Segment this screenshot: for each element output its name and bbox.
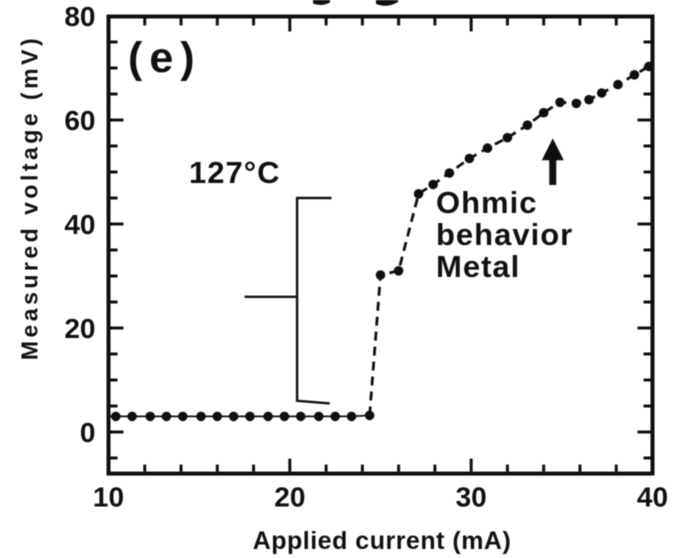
x-tick-label: 20 — [274, 482, 305, 513]
data-point — [502, 132, 513, 143]
y-tick-label: 80 — [64, 1, 95, 32]
data-point — [178, 411, 188, 422]
scan-artifact-1 — [313, 0, 330, 6]
temperature-annotation: 127°C — [189, 155, 281, 190]
data-point — [444, 168, 455, 178]
jump-brace — [244, 196, 332, 405]
ohmic-behavior-annotation: Ohmic behavior Metal — [436, 187, 573, 283]
y-tick-label: 60 — [64, 105, 95, 136]
y-axis-title: Measured voltage (mV) — [16, 34, 43, 361]
data-point — [161, 411, 172, 422]
data-point — [464, 153, 475, 164]
data-point — [555, 97, 565, 108]
data-point — [596, 88, 607, 98]
data-point — [346, 411, 357, 422]
x-axis-title: Applied current (mA) — [252, 527, 512, 555]
data-point — [212, 411, 223, 422]
data-point — [295, 411, 306, 422]
data-point — [538, 107, 549, 118]
data-point — [279, 411, 290, 422]
data-point — [393, 266, 404, 276]
x-tick-label: 10 — [93, 482, 124, 513]
tick-labels: 10 20 30 40 0 20 40 60 80 — [64, 1, 668, 513]
up-arrow-head — [541, 138, 564, 161]
data-point — [127, 411, 137, 422]
data-point — [196, 411, 206, 422]
axis-ticks — [107, 18, 654, 472]
data-point — [522, 120, 533, 130]
data-point — [245, 411, 255, 422]
y-tick-label: 20 — [64, 313, 95, 344]
data-point — [111, 411, 121, 422]
data-point — [428, 179, 438, 190]
annotation-line-ohmic: Ohmic — [436, 185, 538, 220]
data-point — [375, 270, 386, 280]
data-point — [364, 410, 375, 421]
x-tick-label: 30 — [456, 482, 487, 513]
data-point — [263, 411, 273, 422]
data-point — [330, 411, 341, 422]
annotation-line-behavior: behavior — [436, 217, 574, 252]
scan-artifact-2 — [376, 0, 398, 6]
data-point — [482, 143, 493, 153]
data-point — [413, 189, 424, 199]
y-tick-label: 0 — [80, 417, 96, 448]
plot-frame — [106, 14, 655, 476]
data-point — [584, 94, 594, 105]
data-point — [613, 79, 623, 90]
data-point — [228, 411, 239, 422]
data-point — [644, 61, 654, 72]
y-tick-label: 40 — [64, 209, 95, 240]
data-point — [571, 98, 582, 109]
data-point — [629, 70, 640, 80]
data-points — [111, 61, 654, 422]
annotation-line-metal: Metal — [436, 249, 521, 284]
x-tick-label: 40 — [637, 482, 668, 513]
data-point — [314, 411, 324, 422]
data-point — [145, 411, 155, 422]
panel-label: (e) — [128, 34, 202, 82]
